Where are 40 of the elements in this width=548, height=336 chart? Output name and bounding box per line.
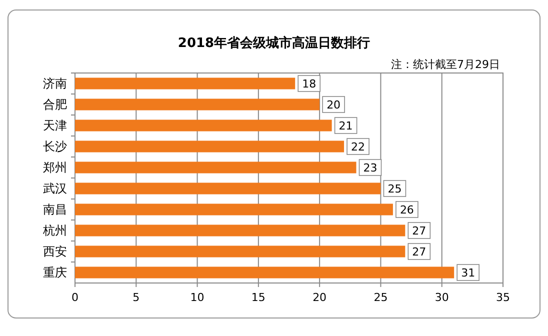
chart-title: 2018年省会级城市高温日数排行: [178, 35, 370, 51]
bar: [75, 78, 296, 90]
data-label: 20: [326, 98, 341, 112]
y-tick-label: 天津: [43, 118, 67, 132]
bar: [75, 204, 393, 216]
x-tick-label: 0: [72, 291, 78, 304]
bar: [75, 266, 454, 278]
data-label: 21: [338, 120, 353, 132]
data-label: 26: [400, 204, 414, 216]
bar: [75, 162, 356, 174]
data-label: 22: [351, 140, 366, 154]
x-tick-label: 30: [434, 291, 449, 304]
y-tick-label: 郑州: [43, 160, 67, 174]
y-tick-label: 重庆: [43, 266, 67, 280]
y-tick-label: 杭州: [42, 224, 67, 238]
data-label: 31: [461, 266, 476, 280]
y-tick-label: 西安: [43, 244, 67, 258]
y-tick-label: 长沙: [43, 140, 67, 154]
x-tick-label: 10: [190, 291, 204, 304]
x-tick-label: 20: [312, 291, 327, 304]
bar: [75, 98, 320, 110]
bar: [75, 140, 344, 152]
data-label: 27: [412, 224, 426, 238]
x-tick-label: 15: [251, 291, 266, 304]
x-tick-label: 5: [132, 291, 140, 304]
text: 注：统计截至7月29日: [391, 58, 500, 71]
y-tick-label: 济南: [43, 76, 67, 90]
data-label: 23: [363, 162, 378, 174]
y-tick-label: 南昌: [43, 202, 67, 216]
bar: [75, 182, 381, 194]
bar: [75, 224, 406, 236]
data-label: 18: [302, 78, 316, 90]
x-tick-label: 35: [496, 291, 510, 304]
data-label: 25: [388, 182, 402, 196]
x-tick-label: 25: [374, 291, 388, 304]
data-label: 27: [412, 246, 426, 258]
y-tick-label: 合肥: [43, 98, 67, 112]
bar: [75, 120, 332, 132]
y-tick-label: 武汉: [43, 182, 67, 196]
bar: [75, 246, 406, 258]
